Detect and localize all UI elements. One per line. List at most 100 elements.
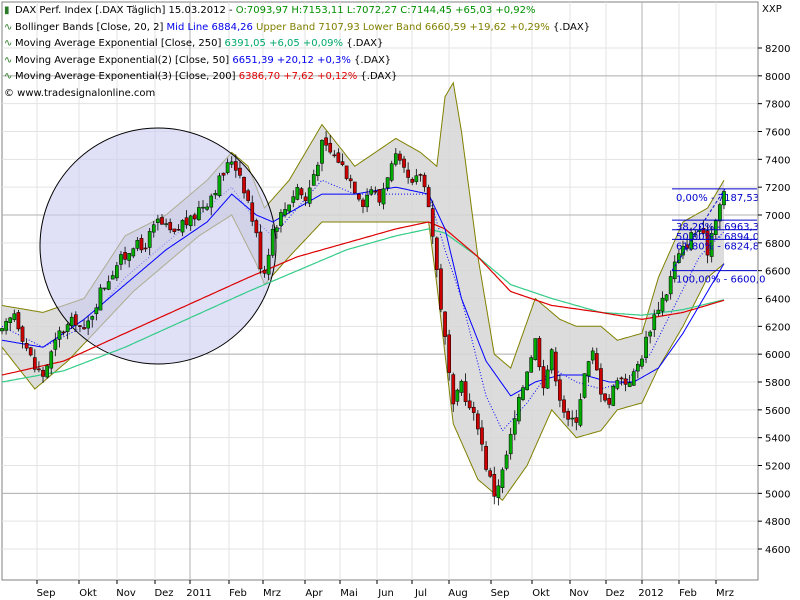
candle-body (451, 374, 456, 405)
candle-body (590, 350, 595, 361)
candle-body (410, 179, 415, 183)
candle-body (471, 406, 476, 413)
x-tick-label: Jun (377, 588, 394, 599)
x-tick-label: Apr (305, 588, 323, 599)
candle-body (603, 393, 607, 401)
bollinger-fill (2, 82, 724, 501)
candle-body (508, 434, 513, 455)
legend-bollinger-line: ∿ Bollinger Bands [Close, 20, 2] Mid Line… (4, 20, 590, 37)
candle-body (32, 357, 37, 370)
candle-body (266, 254, 271, 275)
y-tick-label: 7800 (765, 100, 790, 111)
x-tick-label: Okt (532, 588, 550, 599)
candle-body (393, 153, 398, 165)
y-tick-label: 4600 (765, 545, 790, 556)
candle-body (558, 379, 562, 401)
x-tick-label: 2011 (186, 588, 211, 599)
candle-body (156, 218, 160, 223)
candle-body (422, 174, 427, 188)
candle-body (246, 190, 250, 201)
candle-body (299, 188, 304, 196)
x-tick-label: Mrz (716, 588, 734, 599)
candle-body (143, 247, 148, 250)
candle-body (16, 312, 21, 330)
candle-body (574, 417, 579, 423)
candle-body (262, 269, 267, 274)
fib-level-label: 0,00% - 7187,53 (676, 193, 759, 204)
candle-body (640, 358, 644, 367)
candle-body (709, 233, 714, 257)
candle-body (110, 275, 115, 280)
candle-body (352, 181, 357, 194)
fib-level-label: 50,00% - 6894,0 (676, 232, 759, 243)
candle-body (78, 325, 82, 327)
candle-body (254, 220, 259, 234)
y-tick-label: 7600 (765, 128, 790, 139)
fib-level-label: 100,00% - 6600,0 (676, 275, 765, 286)
y-tick-label: 6600 (765, 267, 790, 278)
candle-body (701, 228, 706, 234)
candle-body (455, 389, 460, 402)
indicator-icon: ∿ (4, 71, 13, 82)
candle-body (131, 248, 136, 257)
candle-body (332, 154, 337, 157)
candle-body (685, 244, 689, 249)
candle-body (238, 167, 242, 176)
candle-body (82, 327, 86, 330)
candle-body (365, 195, 369, 208)
x-tick-label: Nov (116, 588, 136, 599)
legend-ema1-suffix: {.DAX} (346, 38, 384, 49)
candle-body (316, 164, 320, 177)
y-tick-label: 7200 (765, 183, 790, 194)
candle-body (4, 321, 8, 331)
candle-body (722, 191, 726, 206)
candle-body (681, 245, 685, 256)
candle-body (160, 217, 164, 225)
y-tick-label: 8200 (765, 44, 790, 55)
candle-body (291, 196, 296, 203)
fib-trend-line (671, 188, 726, 271)
indicator-icon: ∿ (4, 54, 13, 66)
candle-body (414, 175, 419, 182)
candle-body (61, 331, 66, 334)
candle-body (94, 307, 99, 315)
candle-body (0, 328, 4, 332)
y-tick-label: 7000 (765, 211, 790, 222)
legend-ema2-line: ∿ Moving Average Exponential(2) [Close, 5… (4, 53, 590, 70)
candle-body (389, 163, 394, 181)
candle-body (713, 220, 718, 235)
y-tick-label: 5000 (765, 489, 790, 500)
candle-body (553, 351, 558, 382)
y-tick-label: 6400 (765, 295, 790, 306)
candle-body (615, 380, 620, 389)
candle-body (258, 231, 263, 270)
candle-body (430, 208, 435, 237)
candle-body (439, 268, 443, 310)
candle-body (172, 228, 177, 232)
candle-body (664, 294, 669, 301)
y-tick-label: 5800 (765, 378, 790, 389)
x-tick-label: 2012 (638, 588, 663, 599)
legend: ▮ DAX Perf. Index [.DAX Täglich] 15.03.20… (4, 3, 590, 102)
legend-ema1-label: Moving Average Exponential [Close, 250] (15, 38, 222, 49)
candle-body (594, 353, 599, 371)
candle-body (102, 287, 107, 290)
candle-body (197, 207, 201, 221)
candle-body (434, 237, 439, 271)
indicator-icon: ∿ (4, 38, 13, 49)
moving-averages (1, 186, 725, 397)
y-tick-label: 5600 (765, 406, 790, 417)
circle-annotation[interactable] (39, 127, 277, 365)
legend-title-line: ▮ DAX Perf. Index [.DAX Täglich] 15.03.20… (4, 3, 590, 20)
candle-body (521, 387, 525, 400)
candle-body (139, 238, 144, 251)
candle-body (73, 314, 78, 326)
candle-body (147, 231, 152, 248)
candle-body (328, 142, 333, 153)
candle-body (57, 330, 62, 340)
fibonacci-retracement[interactable]: 0,00% - 7187,53 38,20% - 6963,350,00% - 6… (671, 188, 765, 286)
candle-body (476, 413, 480, 430)
fib-level-label: 38,20% - 6963,3 (676, 222, 759, 233)
candle-body (303, 196, 308, 202)
